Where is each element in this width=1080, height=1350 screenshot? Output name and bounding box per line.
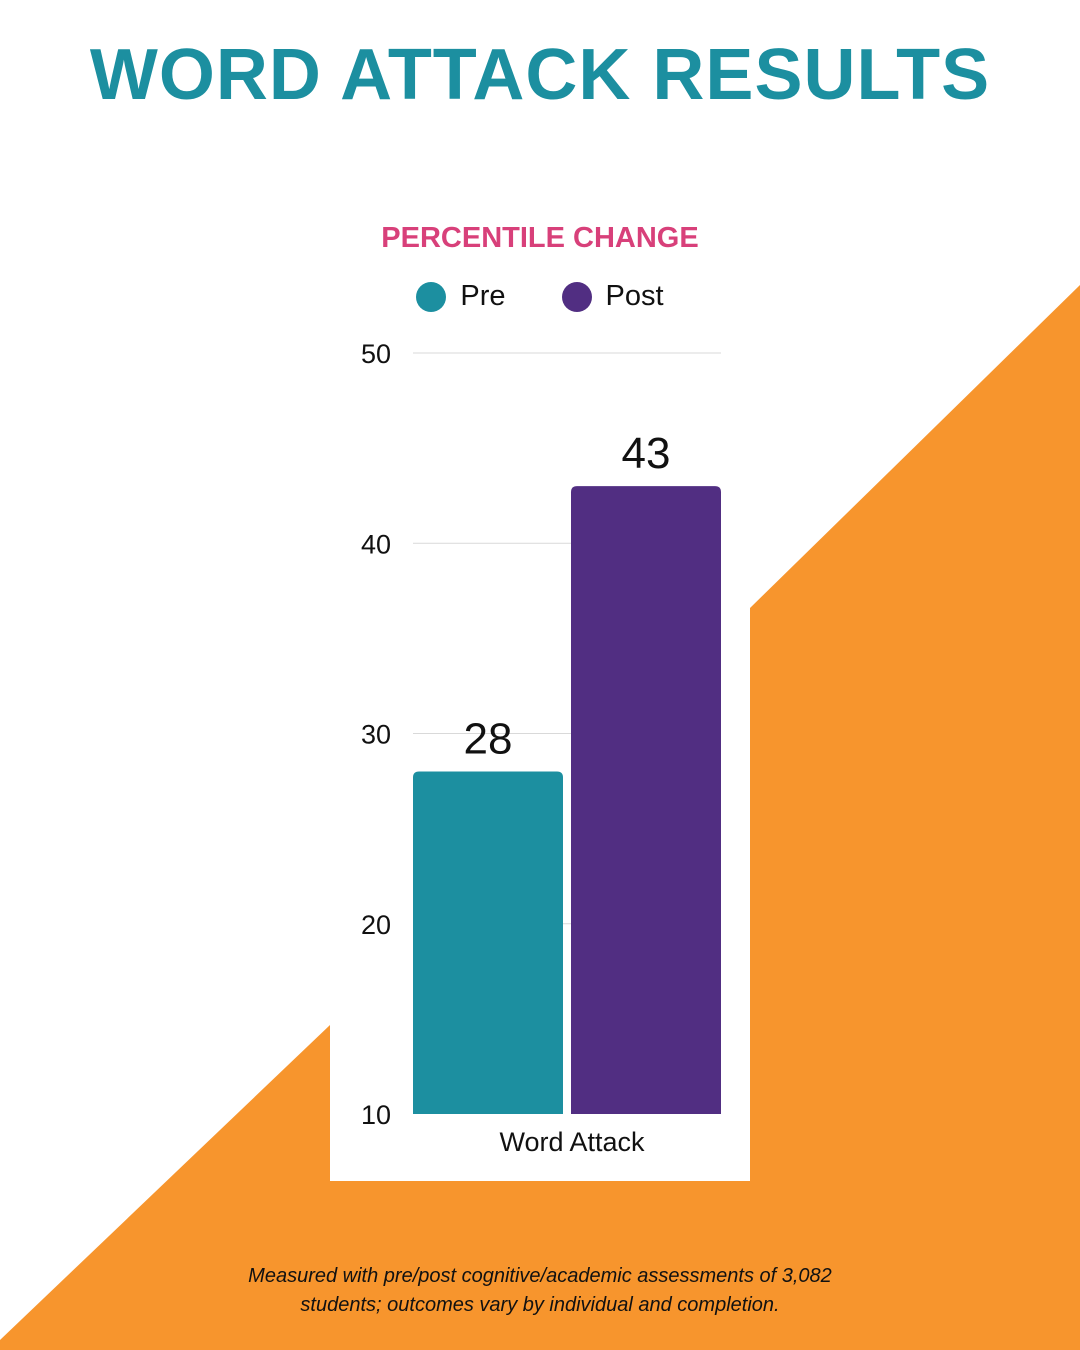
legend-swatch-post [561,281,592,312]
legend-swatch-pre [416,281,447,312]
page-title: WORD ATTACK RESULTS [89,35,991,115]
legend-label-post: Post [605,280,664,312]
legend-item-post: Post [561,280,664,313]
y-tick-label-20: 20 [361,910,391,940]
y-tick-label-50: 50 [361,339,391,369]
data-label-pre: 28 [464,715,513,764]
bar-post [571,486,721,1114]
footnote: Measured with pre/post cognitive/academi… [0,1262,1080,1320]
y-tick-label-10: 10 [361,1100,391,1130]
x-tick-label: Word Attack [499,1127,645,1157]
legend-label-pre: Pre [460,280,506,312]
footnote-line-1: Measured with pre/post cognitive/academi… [248,1265,832,1287]
orange-background-shape [0,285,1080,1350]
legend-item-pre: Pre [416,280,506,313]
y-tick-label-40: 40 [361,529,391,559]
footnote-line-2: students; outcomes vary by individual an… [300,1294,780,1316]
y-tick-label-30: 30 [361,720,391,750]
bar-pre [413,771,563,1114]
data-label-post: 43 [622,429,671,478]
chart-title: PERCENTILE CHANGE [381,222,699,254]
chart-legend: Pre Post [0,280,1080,313]
